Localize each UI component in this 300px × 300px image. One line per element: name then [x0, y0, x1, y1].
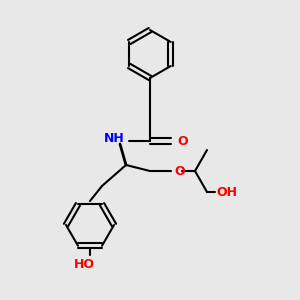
Text: OH: OH	[216, 185, 237, 199]
Text: O: O	[177, 134, 188, 148]
Text: NH: NH	[103, 131, 124, 145]
Text: O: O	[174, 164, 184, 178]
Text: HO: HO	[74, 258, 94, 271]
